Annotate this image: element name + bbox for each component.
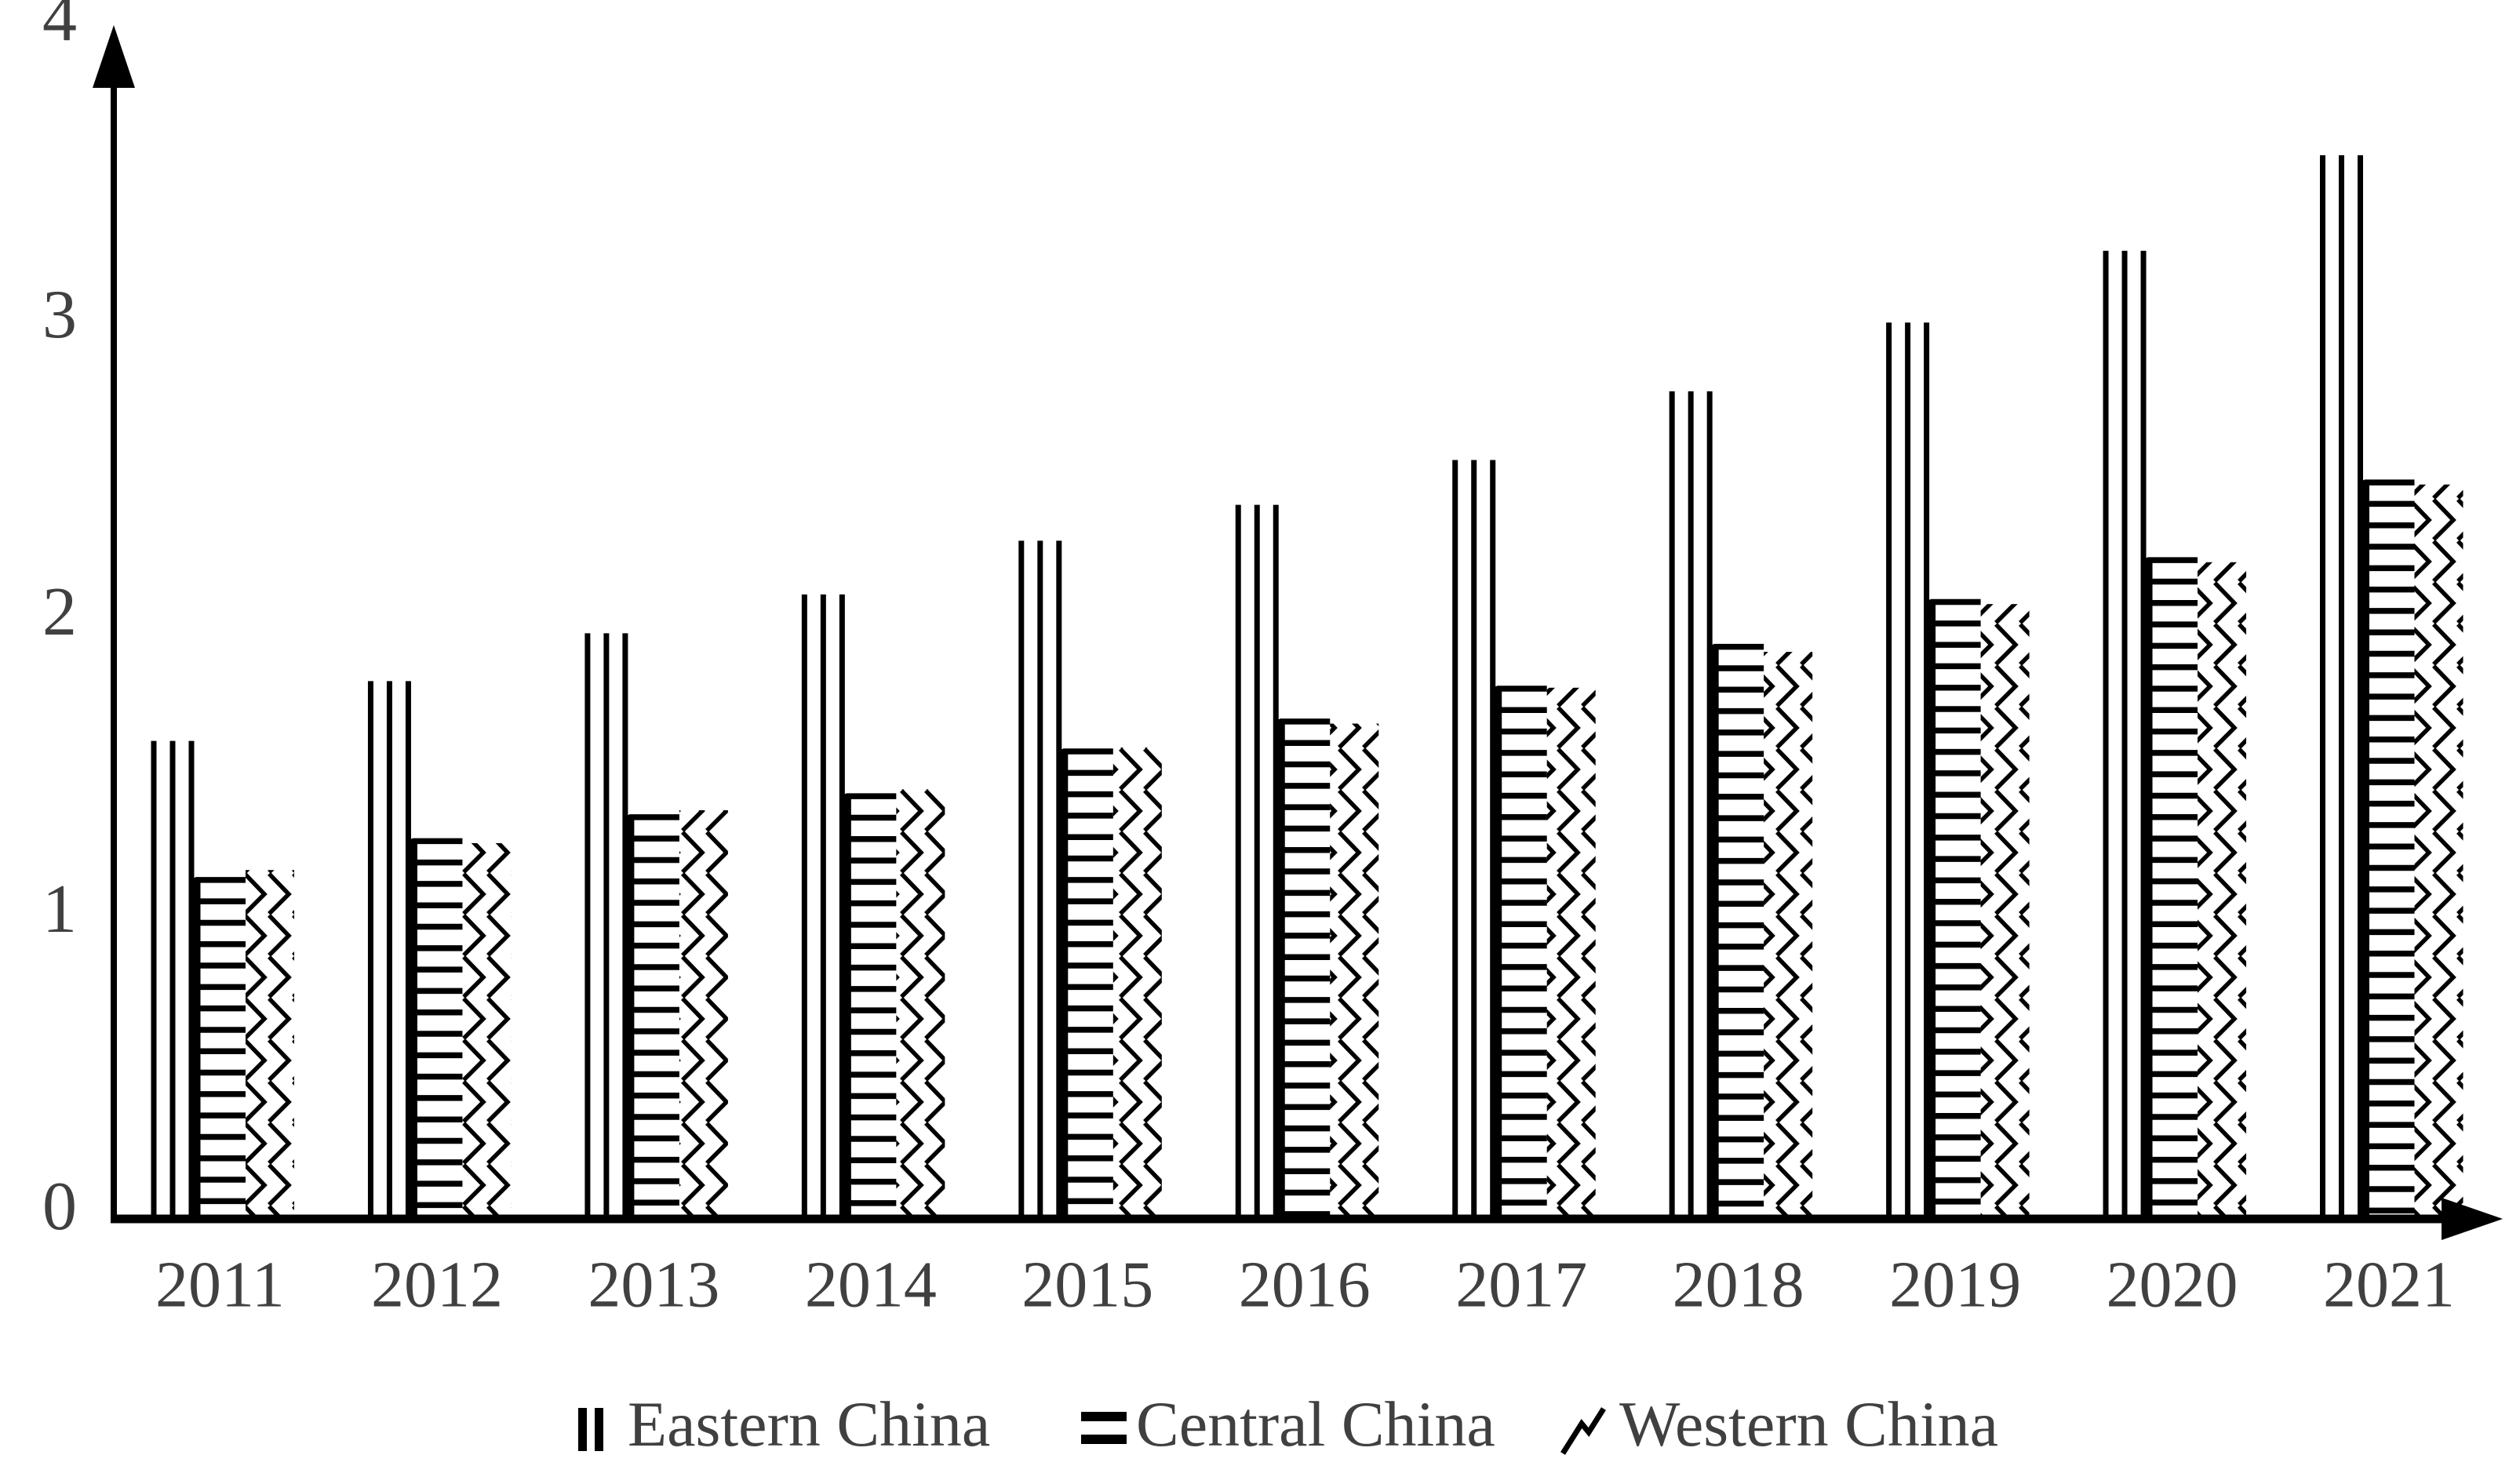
x-tick-label-2019: 2019	[1889, 1248, 2021, 1321]
bar-group-2021	[2320, 155, 2463, 1218]
zigzag-icon	[1560, 1407, 1606, 1455]
bar-group-2019	[1886, 322, 2030, 1218]
y-tick-label-3: 3	[42, 277, 77, 353]
y-axis-arrowhead	[93, 25, 135, 88]
x-tick-label-2020: 2020	[2107, 1248, 2238, 1321]
bar-western-2013	[679, 810, 728, 1218]
x-tick-label-2016: 2016	[1239, 1248, 1371, 1321]
x-tick-label-2012: 2012	[371, 1248, 503, 1321]
bar-group-2017	[1452, 460, 1596, 1218]
x-tick-label-2017: 2017	[1455, 1248, 1587, 1321]
x-tick-label-2014: 2014	[805, 1248, 937, 1321]
x-tick-label-2011: 2011	[155, 1248, 285, 1321]
bar-western-2015	[1112, 747, 1162, 1218]
horizontal-bars-icon	[1081, 1435, 1127, 1444]
legend-item-eastern-china: Eastern China	[578, 1388, 990, 1460]
vertical-bars-icon	[595, 1408, 603, 1451]
x-tick-label-2013: 2013	[588, 1248, 719, 1321]
bar-group-2013	[584, 633, 728, 1218]
bar-group-2011	[151, 740, 294, 1218]
bar-western-2017	[1546, 687, 1596, 1218]
y-tick-label-0: 0	[42, 1169, 77, 1245]
x-tick-label-2015: 2015	[1021, 1248, 1153, 1321]
vertical-bars-icon	[578, 1408, 587, 1451]
x-tick-label-2021: 2021	[2323, 1248, 2455, 1321]
legend: Eastern China Central China Western China	[578, 1388, 1998, 1460]
bar-group-2018	[1669, 391, 1813, 1218]
bar-group-2020	[2103, 250, 2247, 1218]
bar-western-2011	[246, 870, 294, 1218]
bar-western-2016	[1330, 723, 1379, 1218]
y-tick-label-1: 1	[42, 871, 77, 948]
bar-western-2012	[462, 842, 512, 1218]
x-axis-arrowhead	[2442, 1198, 2503, 1240]
axes-layer	[93, 25, 2503, 1240]
bar-group-2012	[367, 681, 512, 1218]
legend-item-central-china: Central China	[1081, 1388, 1495, 1460]
bar-group-2015	[1018, 540, 1162, 1218]
legend-label: Central China	[1136, 1388, 1495, 1460]
bar-western-2018	[1764, 652, 1813, 1218]
legend-item-western-china: Western China	[1560, 1388, 1998, 1460]
x-tick-label-2018: 2018	[1673, 1248, 1804, 1321]
bar-western-2014	[896, 789, 945, 1218]
legend-label: Eastern China	[628, 1388, 990, 1460]
y-tick-label-4: 4	[42, 0, 77, 56]
bar-western-2019	[1980, 604, 2030, 1218]
bar-group-2016	[1235, 504, 1379, 1218]
bar-group-2014	[801, 594, 945, 1218]
bar-western-2021	[2414, 484, 2463, 1218]
bars-layer	[151, 155, 2463, 1218]
bar-western-2020	[2198, 562, 2247, 1218]
horizontal-bars-icon	[1081, 1412, 1127, 1421]
labels-layer: 2011 2012 2013 2014 2015 2016 2017 2018 2019 2020…	[42, 0, 2455, 1321]
y-tick-label-2: 2	[42, 574, 77, 650]
legend-label: Western China	[1619, 1388, 1998, 1460]
